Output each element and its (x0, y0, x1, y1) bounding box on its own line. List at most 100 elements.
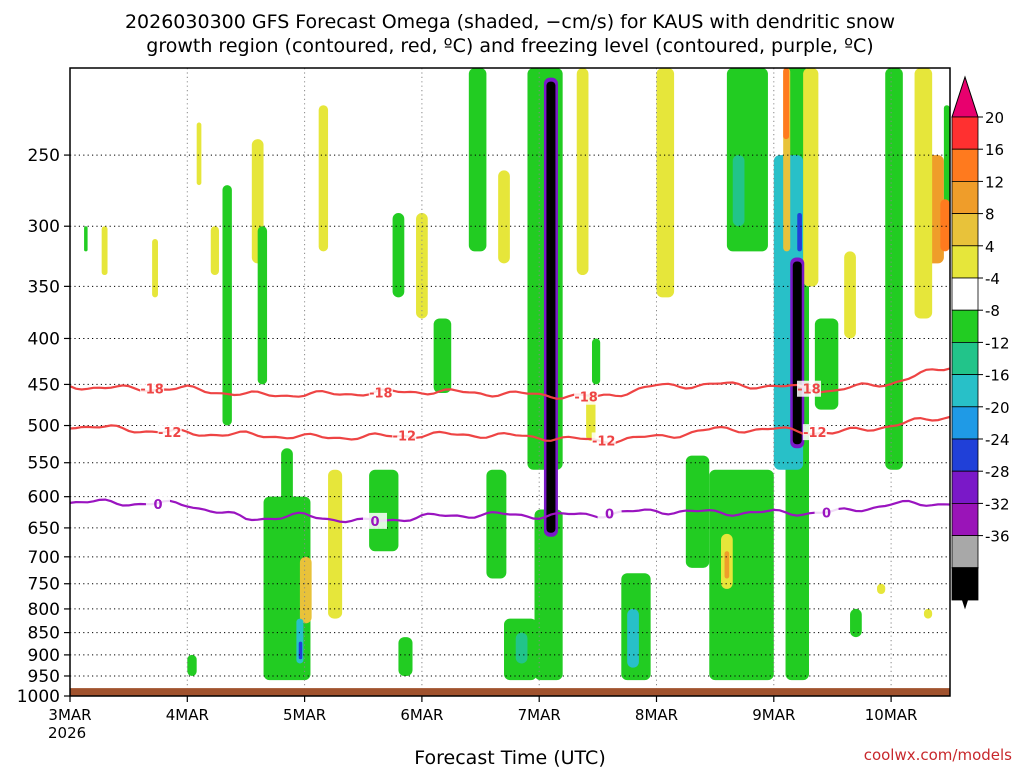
y-tick-label-6: 550 (28, 454, 60, 474)
contour-label-0-0: -18 (140, 383, 164, 398)
omega-region-15 (318, 105, 329, 252)
colorbar-segment-0 (951, 116, 979, 150)
contour-label-bg-1-0 (157, 424, 182, 441)
omega-region-11 (299, 556, 312, 624)
colorbar-label-3: 8 (985, 206, 995, 224)
x-tick-label-7: 10MAR (865, 706, 918, 724)
omega-region-0 (101, 226, 108, 276)
omega-region-55 (940, 199, 950, 252)
y-tick-label-8: 650 (28, 519, 60, 539)
omega-region-37 (732, 155, 745, 227)
colorbar-segment-3 (951, 213, 979, 247)
omega-region-49 (850, 608, 862, 638)
contour-line-2 (69, 498, 950, 524)
y-tick-label-7: 600 (28, 488, 60, 508)
colorbar: 20 16 12 8 4 -4 -8 -12 -16 -20 -24 -28 -32 -36 (951, 75, 1010, 610)
omega-region-7 (257, 226, 268, 385)
colorbar-segment-2 (951, 180, 979, 214)
x-tick-label-0: 3MAR (48, 706, 91, 724)
x-tick-label-4: 7MAR (518, 706, 561, 724)
contour-label-bg-1-2 (591, 432, 616, 449)
omega-region-29 (586, 392, 596, 441)
y-axis: 2503003504004505005506006507007508008509… (17, 146, 70, 707)
x-axis-label: Forecast Time (UTC) (414, 747, 605, 768)
y-tick-label-4: 450 (28, 375, 60, 395)
omega-region-21 (468, 68, 487, 252)
colorbar-segment-10 (951, 438, 979, 472)
colorbar-segment-8 (951, 374, 979, 408)
y-tick-label-14: 950 (28, 667, 60, 687)
chart-title-line2: growth region (contoured, red, ºC) and f… (146, 35, 873, 57)
colorbar-segment-11 (951, 470, 979, 504)
contour-label-bg-2-3 (814, 504, 839, 521)
colorbar-label-1: 16 (985, 141, 1004, 159)
contour-label-2-3: 0 (822, 507, 831, 522)
omega-region-44 (783, 68, 790, 140)
terrain-band (70, 688, 950, 696)
colorbar-label-10: -24 (985, 431, 1010, 449)
contour-label-2-0: 0 (153, 498, 162, 513)
colorbar-label-2: 12 (985, 173, 1004, 191)
omega-region-54 (943, 105, 950, 227)
colorbar-label-8: -16 (985, 367, 1010, 385)
omega-region-8 (210, 226, 219, 276)
omega-region-14 (328, 469, 343, 619)
omega-region-22 (486, 469, 507, 579)
contour-layer: -18 -18 -18 -18 -12 -12 -12 -12 0 0 0 0 (69, 367, 950, 530)
omega-region-9 (187, 654, 197, 676)
colorbar-label-9: -20 (985, 399, 1010, 417)
y-tick-label-11: 800 (28, 600, 60, 620)
contour-label-0-1: -18 (369, 386, 393, 401)
omega-region-27 (534, 509, 563, 681)
contour-label-0-2: -18 (574, 391, 598, 406)
omega-region-40 (724, 551, 730, 579)
colorbar-segment-9 (951, 406, 979, 440)
contour-label-bg-1-3 (802, 424, 827, 441)
omega-region-32 (627, 608, 639, 668)
omega-region-51 (885, 68, 903, 470)
omega-region-19 (398, 637, 413, 676)
y-tick-label-3: 400 (28, 329, 60, 349)
omega-shading-layer (84, 68, 950, 681)
y-tick-label-9: 700 (28, 548, 60, 568)
colorbar-label-6: -8 (985, 302, 1000, 320)
omega-region-25 (515, 632, 528, 664)
x-tick-label-2: 5MAR (283, 706, 326, 724)
plot-frame (69, 67, 951, 697)
omega-region-18 (369, 469, 399, 552)
y-tick-label-2: 350 (28, 277, 60, 297)
y-tick-label-13: 900 (28, 646, 60, 666)
colorbar-segment-13 (951, 535, 979, 569)
x-tick-label-6: 9MAR (752, 706, 795, 724)
omega-region-45 (797, 212, 802, 252)
contour-label-1-0: -12 (158, 426, 182, 441)
contour-label-bg-2-1 (362, 512, 387, 529)
chart-title-line1: 2026030300 GFS Forecast Omega (shaded, −… (125, 11, 895, 33)
omega-region-28 (576, 68, 589, 276)
omega-region-46 (803, 68, 819, 287)
omega-region-20 (433, 318, 452, 393)
colorbar-top-arrow (951, 75, 979, 118)
contour-label-1-1: -12 (393, 429, 417, 444)
credit-label: coolwx.com/models (864, 746, 1012, 764)
contour-label-1-3: -12 (803, 426, 827, 441)
colorbar-segment-6 (951, 309, 979, 343)
omega-region-2 (152, 239, 158, 298)
omega-region-38 (709, 469, 774, 681)
y-tick-label-0: 250 (28, 146, 60, 166)
vertical-feature-core-0 (546, 81, 556, 533)
contour-label-1-2: -12 (592, 434, 616, 449)
omega-region-30 (591, 338, 601, 385)
colorbar-segment-4 (951, 245, 979, 279)
omega-region-48 (844, 251, 856, 339)
omega-region-53 (914, 68, 933, 319)
omega-region-56 (923, 608, 933, 619)
contour-label-bg-0-1 (368, 384, 393, 401)
contour-label-bg-0-0 (140, 380, 165, 397)
colorbar-bottom-arrow (951, 567, 979, 610)
omega-region-17 (416, 212, 428, 319)
omega-region-16 (392, 212, 405, 298)
x-tick-label-5: 8MAR (635, 706, 678, 724)
colorbar-label-0: 20 (985, 109, 1004, 127)
